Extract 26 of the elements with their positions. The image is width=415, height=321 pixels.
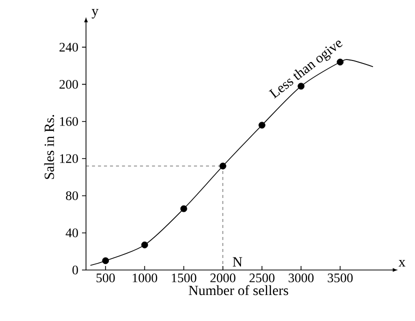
point [258,122,266,129]
y-tick-label: 40 [66,228,78,238]
x-tick-label: 1500 [172,274,196,282]
x-tick-label: 2000 [210,274,236,282]
point [141,242,148,248]
y-tick-label: 80 [66,191,78,200]
text: x [398,260,406,266]
y-tick-label: 240 [60,42,78,52]
annotation: N [232,257,242,266]
y-tick-label: 160 [60,117,78,126]
x-tick-label: 3000 [288,274,314,282]
x-tick-label: 500 [96,274,115,282]
x-axis-title: Number of sellers [188,285,288,296]
point [180,205,188,212]
x-tick-label: 3500 [328,274,353,282]
point [298,82,304,90]
y-tick-label: 120 [60,154,78,163]
point [219,162,226,170]
x-tick-label: 2500 [250,274,274,282]
text: Less than ogive [268,40,343,99]
x-tick-label: 1000 [132,274,158,282]
text: y [92,9,98,18]
y-tick-label: 200 [60,80,78,89]
y-tick-label: 0 [72,266,78,274]
y-axis-title: Sales in Rs. [44,115,54,179]
point [102,257,109,264]
